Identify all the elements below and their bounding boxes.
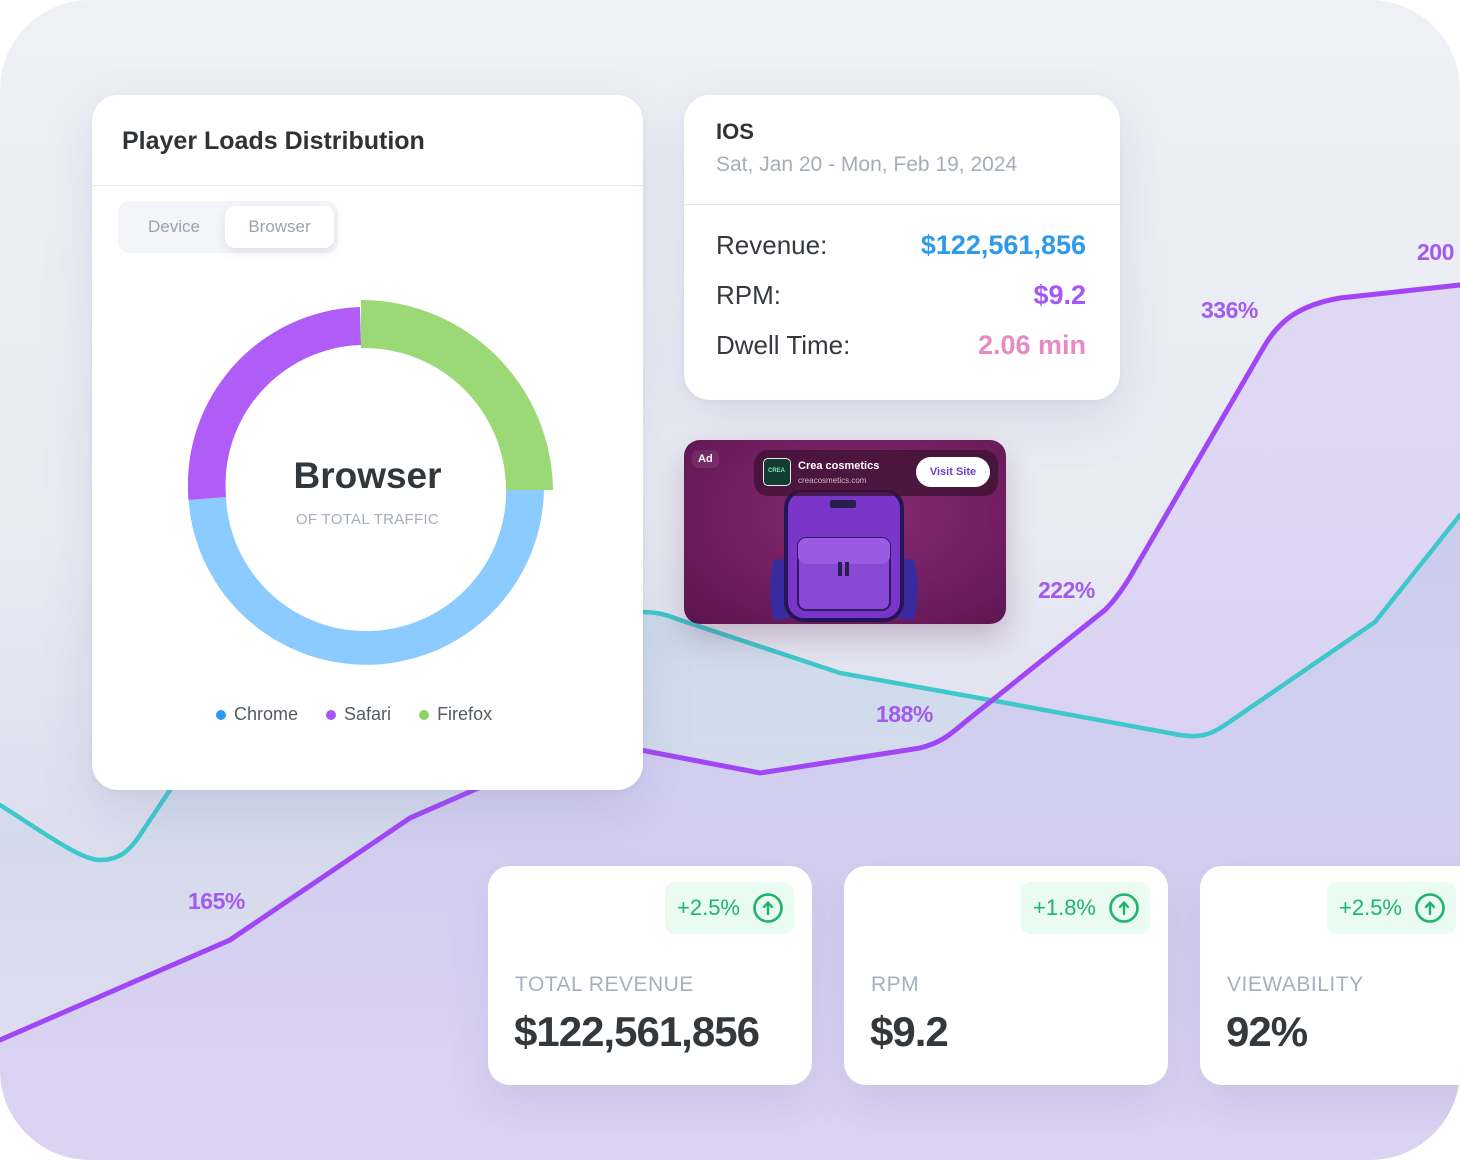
legend-safari[interactable]: Safari — [326, 704, 391, 725]
platform-title: IOS — [716, 119, 754, 144]
player-loads-card: Player Loads Distribution Device Browser… — [92, 95, 643, 790]
toggle-device[interactable]: Device — [148, 217, 200, 236]
donut-legend: Chrome Safari Firefox — [216, 704, 492, 725]
ad-preview[interactable]: Ad CREA Crea cosmetics creacosmetics.com… — [684, 440, 1006, 624]
change-badge: +1.8% — [1021, 882, 1150, 934]
kpi-value: $9.2 — [870, 1008, 949, 1055]
brand-name: Crea cosmetics — [798, 460, 880, 472]
dwell-time-row: Dwell Time: 2.06 min — [716, 330, 1086, 361]
ad-brand-bar: CREA Crea cosmetics creacosmetics.com Vi… — [754, 450, 998, 496]
toggle-browser[interactable]: Browser — [225, 206, 334, 248]
kpi-rpm: +1.8% RPM $9.2 — [844, 866, 1168, 1085]
change-value: +2.5% — [677, 895, 740, 920]
view-toggle: Device Browser — [118, 201, 338, 253]
arrow-up-circle-icon — [1109, 893, 1139, 923]
kpi-value: $122,561,856 — [514, 1008, 760, 1055]
metric-value: $9.2 — [1033, 280, 1086, 310]
divider — [92, 185, 643, 186]
safari-segment — [188, 307, 361, 500]
legend-label: Chrome — [234, 704, 299, 724]
kpi-label: TOTAL REVENUE — [515, 973, 694, 996]
point-label: 188% — [876, 701, 933, 727]
firefox-segment — [361, 300, 553, 490]
metric-value: $122,561,856 — [920, 230, 1086, 260]
legend-label: Safari — [344, 704, 392, 724]
brand-logo-icon: CREA — [763, 458, 791, 486]
change-badge: +2.5% — [665, 882, 794, 934]
donut-center-title: Browser — [293, 455, 442, 496]
kpi-label: RPM — [871, 973, 920, 996]
revenue-row: Revenue: $122,561,856 — [716, 230, 1086, 261]
point-label: 222% — [1038, 577, 1095, 603]
arrow-up-circle-icon — [1415, 893, 1445, 923]
metric-value: 2.06 min — [977, 330, 1086, 360]
kpi-label: VIEWABILITY — [1227, 973, 1364, 996]
metric-label: RPM: — [716, 280, 781, 310]
chrome-segment — [188, 485, 545, 665]
ios-summary-card: IOS Sat, Jan 20 - Mon, Feb 19, 2024 Reve… — [684, 95, 1120, 400]
point-label: 336% — [1201, 297, 1258, 323]
donut-center-subtitle: OF TOTAL TRAFFIC — [295, 511, 440, 528]
date-range: Sat, Jan 20 - Mon, Feb 19, 2024 — [716, 153, 1018, 176]
point-label: 165% — [188, 888, 245, 914]
divider — [684, 204, 1120, 205]
visit-site-button[interactable]: Visit Site — [916, 457, 990, 487]
firefox-dot-icon — [419, 709, 430, 720]
browser-donut-chart — [188, 300, 553, 665]
metric-label: Revenue: — [716, 230, 828, 260]
rpm-row: RPM: $9.2 — [716, 280, 1086, 311]
kpi-viewability: +2.5% VIEWABILITY 92% — [1200, 866, 1460, 1085]
legend-chrome[interactable]: Chrome — [216, 704, 298, 725]
ad-badge: Ad — [692, 450, 719, 468]
legend-firefox[interactable]: Firefox — [419, 704, 492, 725]
arrow-up-circle-icon — [753, 893, 783, 923]
change-value: +2.5% — [1339, 895, 1402, 920]
chrome-dot-icon — [216, 709, 226, 720]
kpi-total-revenue: +2.5% TOTAL REVENUE $122,561,856 — [488, 866, 812, 1085]
backpack-image — [770, 490, 918, 622]
change-value: +1.8% — [1033, 895, 1096, 920]
card-title: Player Loads Distribution — [122, 127, 425, 155]
change-badge: +2.5% — [1327, 882, 1456, 934]
safari-dot-icon — [326, 709, 337, 720]
metric-label: Dwell Time: — [716, 330, 851, 360]
point-label: 200 — [1417, 239, 1454, 265]
brand-url: creacosmetics.com — [798, 476, 867, 485]
kpi-value: 92% — [1226, 1008, 1308, 1055]
legend-label: Firefox — [437, 704, 493, 724]
